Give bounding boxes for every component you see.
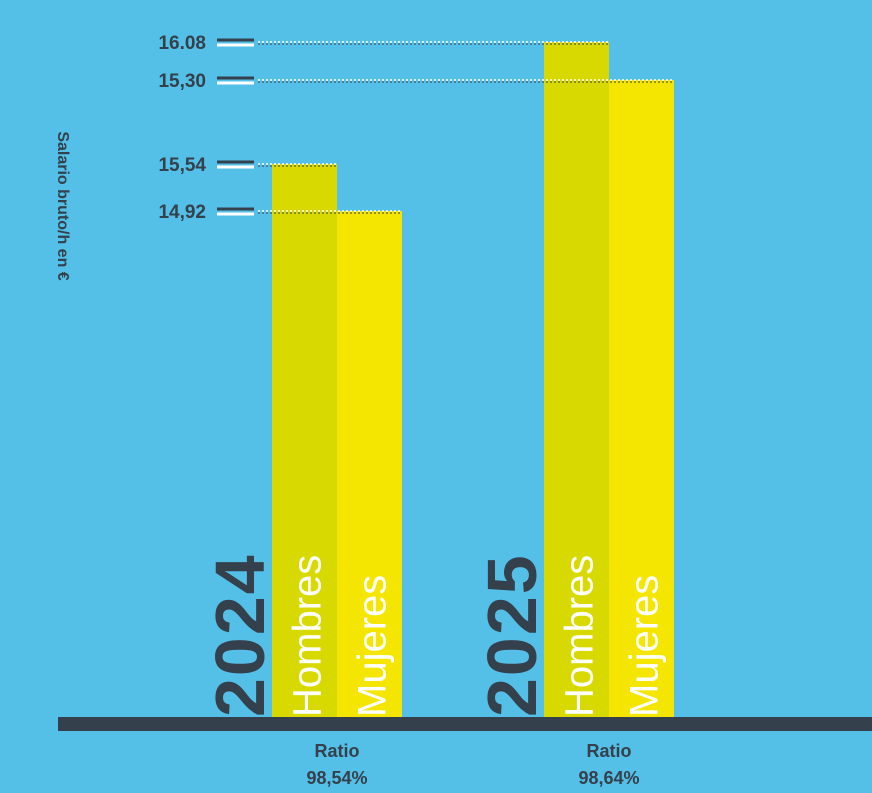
ratio-value-2025: 98,64% [578, 768, 639, 788]
ratio-label-2025: Ratio [587, 741, 632, 761]
series-label-mujeres-2025: Mujeres [623, 575, 667, 717]
bar-hombres-2024 [272, 164, 337, 717]
value-label-hombres-2024: 15,54 [158, 155, 206, 176]
ratio-label-2024: Ratio [315, 741, 360, 761]
value-label-mujeres-2025: 15,30 [158, 71, 206, 92]
series-label-mujeres-2024: Mujeres [351, 575, 395, 717]
bar-hombres-2025 [544, 42, 609, 717]
bar-mujeres-2024 [337, 211, 402, 717]
bar-mujeres-2025 [609, 80, 674, 717]
value-label-hombres-2025: 16.08 [158, 33, 206, 54]
ratio-value-2024: 98,54% [306, 768, 367, 788]
series-label-hombres-2025: Hombres [558, 555, 602, 717]
year-label-2024: 2024 [201, 553, 279, 717]
series-label-hombres-2024: Hombres [286, 555, 330, 717]
y-axis-label: Salario bruto/h en € [54, 131, 71, 280]
year-label-2025: 2025 [473, 553, 551, 717]
baseline-axis [58, 717, 872, 731]
value-label-mujeres-2024: 14,92 [158, 202, 206, 223]
